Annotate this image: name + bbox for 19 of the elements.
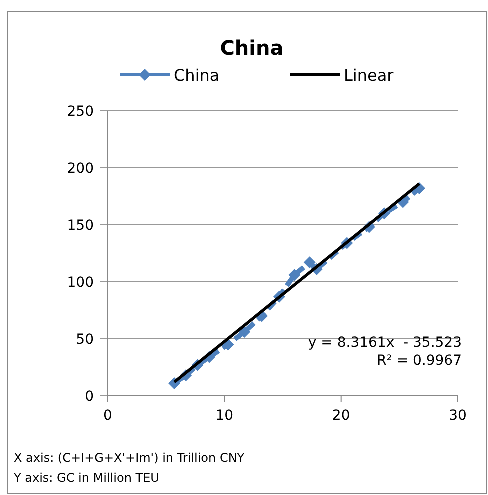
y-tick-label: 200 <box>67 161 94 177</box>
legend-label: China <box>174 66 220 85</box>
x-tick-label: 10 <box>216 408 234 424</box>
chart-title: China <box>220 36 284 60</box>
y-tick-label: 100 <box>67 275 94 291</box>
legend-label: Linear <box>344 66 394 85</box>
text: X axis: (C+I+G+X'+Im') in Trillion CNY <box>14 451 246 465</box>
point <box>304 256 316 269</box>
y-tick-label: 0 <box>85 389 94 405</box>
text: Y axis: GC in Million TEU <box>13 471 160 485</box>
annotation: y = 8.3161x - 35.523 <box>308 335 462 351</box>
x-tick-label: 0 <box>104 408 112 424</box>
y-tick-label: 150 <box>67 218 94 234</box>
annotation: R² = 0.9967 <box>377 353 462 369</box>
point <box>288 269 301 282</box>
x-tick-label: 30 <box>449 408 467 424</box>
x-tick-label: 20 <box>332 408 350 424</box>
y-tick-label: 50 <box>76 332 94 348</box>
y-tick-label: 250 <box>67 104 94 120</box>
